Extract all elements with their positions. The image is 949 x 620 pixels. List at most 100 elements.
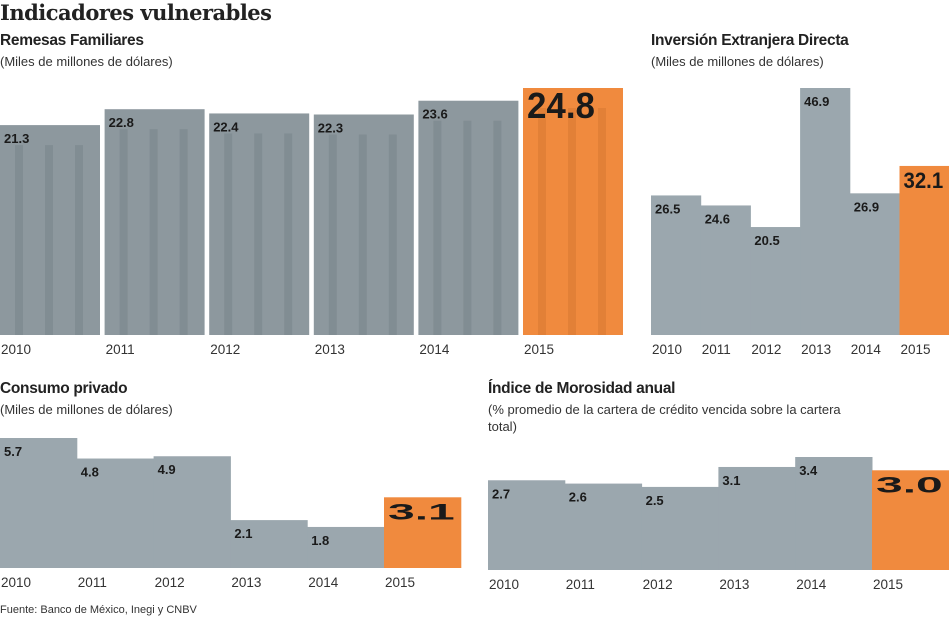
bar-ied-2010 xyxy=(651,195,702,335)
x-tick-label: 2011 xyxy=(566,577,595,592)
data-label: 2.7 xyxy=(492,486,510,501)
x-tick-label: 2010 xyxy=(1,342,31,357)
x-tick-label: 2015 xyxy=(873,577,903,592)
data-label: 24.6 xyxy=(705,211,730,226)
bar-texture xyxy=(463,120,472,335)
bar-remesas-2010 xyxy=(0,125,100,336)
bar-texture xyxy=(254,133,263,335)
data-label: 4.8 xyxy=(81,465,99,480)
bar-ied-2015 xyxy=(899,165,949,335)
x-tick-label: 2014 xyxy=(851,342,882,357)
x-tick-label: 2015 xyxy=(524,342,554,357)
bar-texture xyxy=(45,145,53,335)
data-label: 1.8 xyxy=(311,533,329,548)
data-label: 20.5 xyxy=(754,233,779,248)
bar-texture xyxy=(149,129,158,335)
data-label: 23.6 xyxy=(422,107,447,122)
x-tick-label: 2011 xyxy=(702,342,731,357)
data-label: 21.3 xyxy=(4,131,29,146)
bar-texture xyxy=(75,145,83,335)
x-tick-label: 2010 xyxy=(652,342,682,357)
bar-texture xyxy=(224,133,233,335)
bar-texture xyxy=(433,120,442,335)
x-tick-label: 2015 xyxy=(385,575,415,590)
bar-morosidad-2012 xyxy=(641,486,719,570)
bar-consumo-2015 xyxy=(384,497,462,568)
bar-consumo-2010 xyxy=(0,438,78,568)
x-tick-label: 2013 xyxy=(801,342,831,357)
bar-morosidad-2010 xyxy=(488,480,566,570)
x-tick-label: 2015 xyxy=(901,342,931,357)
bar-texture xyxy=(15,145,23,335)
bar-texture xyxy=(388,134,397,335)
chart-subtitle-morosidad: (% promedio de la cartera de crédito ven… xyxy=(488,402,841,434)
bar-texture xyxy=(328,134,337,335)
chart-title-ied: Inversión Extranjera Directa xyxy=(651,32,849,49)
x-tick-label: 2014 xyxy=(419,342,450,357)
data-label: 2.5 xyxy=(646,493,664,508)
bar-morosidad-2015 xyxy=(872,470,949,570)
data-label: 24.8 xyxy=(527,85,595,126)
data-label: 2.6 xyxy=(569,490,587,505)
chart-subtitle-consumo: (Miles de millones de dólares) xyxy=(0,402,173,417)
data-label: 4.9 xyxy=(158,462,176,477)
x-tick-label: 2013 xyxy=(231,575,261,590)
chart-subtitle-remesas: (Miles de millones de dólares) xyxy=(0,54,173,69)
data-label: 3.1 xyxy=(388,499,455,524)
chart-title-consumo: Consumo privado xyxy=(0,380,128,397)
bar-texture xyxy=(493,120,502,335)
bar-ied-2013 xyxy=(800,88,851,335)
x-tick-label: 2013 xyxy=(719,577,749,592)
bar-consumo-2011 xyxy=(76,458,155,568)
data-label: 3.0 xyxy=(876,472,943,497)
bar-remesas-2012 xyxy=(209,113,310,335)
x-tick-label: 2014 xyxy=(796,577,827,592)
data-label: 32.1 xyxy=(904,168,944,193)
bar-ied-2014 xyxy=(849,193,900,335)
data-label: 26.9 xyxy=(854,199,879,214)
data-label: 22.3 xyxy=(318,121,343,136)
chart-title-remesas: Remesas Familiares xyxy=(0,32,144,49)
bar-consumo-2014 xyxy=(307,526,385,568)
x-tick-label: 2011 xyxy=(106,342,135,357)
x-tick-label: 2013 xyxy=(315,342,345,357)
x-tick-label: 2010 xyxy=(1,575,31,590)
data-label: 46.9 xyxy=(804,94,829,109)
bar-texture xyxy=(179,129,188,335)
bar-remesas-2013 xyxy=(313,114,414,336)
source-note: Fuente: Banco de México, Inegi y CNBV xyxy=(0,604,197,616)
bar-morosidad-2013 xyxy=(718,466,796,570)
bar-texture xyxy=(568,108,576,335)
x-tick-label: 2011 xyxy=(78,575,107,590)
x-tick-label: 2012 xyxy=(751,342,781,357)
bar-consumo-2013 xyxy=(230,520,308,568)
chart-title-morosidad: Índice de Morosidad anual xyxy=(488,380,676,397)
data-label: 2.1 xyxy=(234,526,252,541)
bar-texture xyxy=(598,108,606,335)
data-label: 22.8 xyxy=(109,115,134,130)
data-label: 22.4 xyxy=(213,119,239,134)
bar-remesas-2011 xyxy=(104,109,205,335)
bar-ied-2011 xyxy=(700,205,751,335)
bar-ied-2012 xyxy=(750,227,801,335)
data-label: 3.1 xyxy=(722,473,740,488)
x-tick-label: 2014 xyxy=(308,575,339,590)
bar-consumo-2012 xyxy=(153,456,231,568)
bar-texture xyxy=(358,134,367,335)
x-tick-label: 2010 xyxy=(489,577,519,592)
x-tick-label: 2012 xyxy=(643,577,673,592)
bar-morosidad-2014 xyxy=(795,457,873,570)
bar-texture xyxy=(538,108,546,335)
x-tick-label: 2012 xyxy=(210,342,240,357)
data-label: 5.7 xyxy=(4,444,22,459)
page-title: Indicadores vulnerables xyxy=(0,0,272,25)
bar-remesas-2015 xyxy=(523,88,623,335)
data-label: 26.5 xyxy=(655,201,680,216)
data-label: 3.4 xyxy=(799,463,818,478)
x-tick-label: 2012 xyxy=(155,575,185,590)
bar-morosidad-2011 xyxy=(564,483,643,570)
chart-subtitle-ied: (Miles de millones de dólares) xyxy=(651,54,824,69)
bar-texture xyxy=(119,129,128,335)
bar-texture xyxy=(284,133,293,335)
